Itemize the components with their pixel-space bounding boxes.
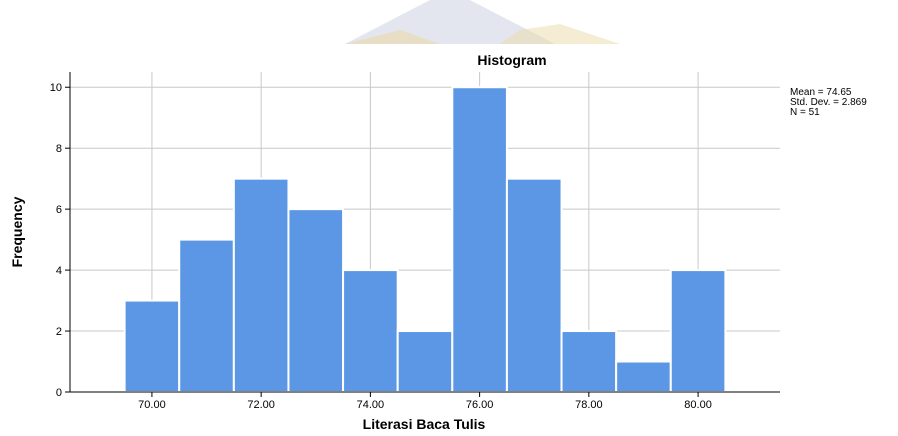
histogram-bar <box>560 330 618 393</box>
x-tick-label: 74.00 <box>357 399 385 411</box>
x-tick-label: 72.00 <box>247 399 275 411</box>
x-axis-label: Literasi Baca Tulis <box>363 416 486 432</box>
chart-title: Histogram <box>477 52 546 68</box>
histogram-bar <box>615 360 672 393</box>
histogram-bar <box>505 177 563 393</box>
x-tick-label: 80.00 <box>684 399 712 411</box>
histogram-bar <box>669 269 727 394</box>
y-tick-label: 8 <box>56 143 62 155</box>
histogram-bar <box>123 299 181 394</box>
histogram-bar <box>342 269 399 394</box>
x-tick-label: 78.00 <box>575 399 603 411</box>
statistics-box: Mean = 74.65 Std. Dev. = 2.869 N = 51 <box>790 88 867 118</box>
stat-std-dev: Std. Dev. = 2.869 <box>790 97 867 108</box>
stat-mean: Mean = 74.65 <box>790 87 852 98</box>
axes: 0 2 4 6 8 10 70.00 72.00 74.00 76.00 78.00 80.00 <box>50 72 780 411</box>
y-tick-label: 4 <box>56 265 62 277</box>
y-tick-label: 6 <box>56 204 62 216</box>
histogram-bar <box>396 330 454 393</box>
x-tick-label: 76.00 <box>466 399 494 411</box>
x-tick-label: 70.00 <box>138 399 166 411</box>
y-tick-label: 2 <box>56 326 62 338</box>
histogram-bar <box>451 86 508 393</box>
histogram-bar <box>178 238 235 393</box>
stat-n: N = 51 <box>790 107 820 118</box>
histogram-bar <box>287 208 345 393</box>
y-tick-label: 0 <box>56 387 62 399</box>
y-tick-label: 10 <box>50 82 62 94</box>
histogram-bar <box>232 177 290 393</box>
watermark-logo <box>345 0 620 44</box>
y-axis-label: Frequency <box>9 196 25 267</box>
bars <box>123 86 727 394</box>
